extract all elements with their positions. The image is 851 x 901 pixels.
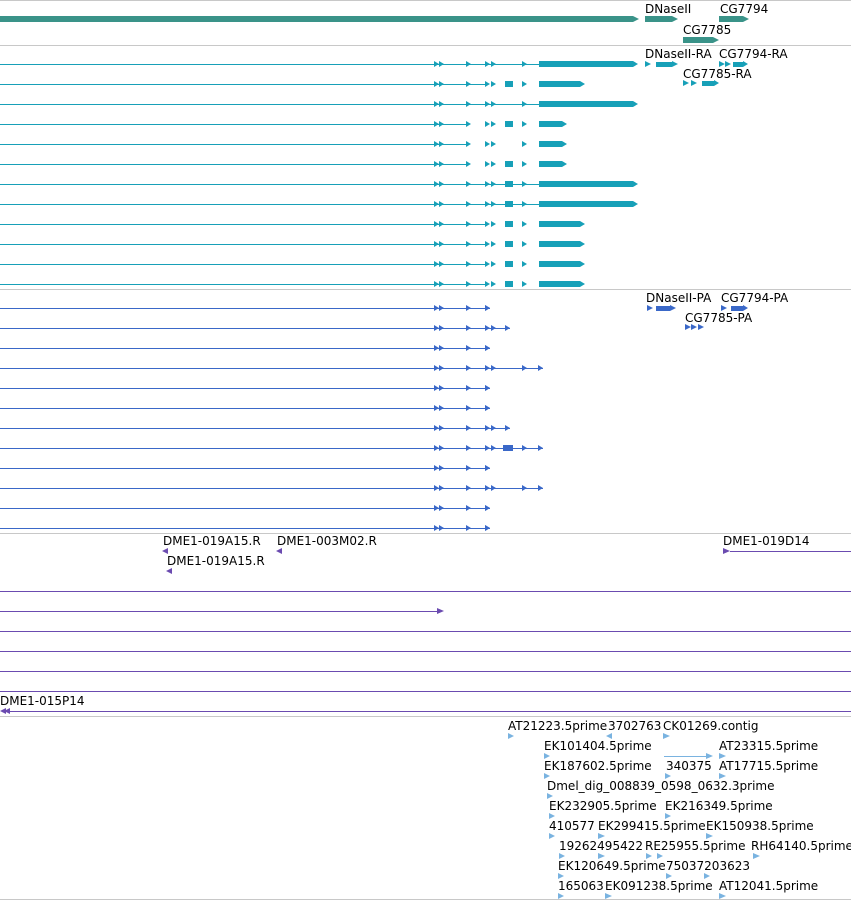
est-label-ek120649: EK120649.5prime [558, 859, 666, 873]
est-label-ek150938: EK150938.5prime [706, 819, 814, 833]
clone-label-dme1-003m02-r: DME1-003M02.R [277, 534, 377, 548]
est-track[interactable]: AT21223.5prime 3702763 CK01269.contig EK… [508, 719, 851, 899]
est-label-at21223: AT21223.5prime [508, 719, 607, 733]
clone-feature-dme1-003m02-r[interactable] [276, 548, 282, 554]
cds-row[interactable] [0, 485, 543, 491]
cds-row[interactable] [0, 425, 510, 431]
mrna-row[interactable] [0, 101, 638, 107]
cds-row[interactable] [0, 325, 510, 331]
mrna-row[interactable] [0, 281, 585, 287]
cds-track[interactable]: DNaseII-PA CG7794-PA CG7785-PA [0, 291, 789, 531]
gene-label-dnaseii: DNaseII [645, 2, 691, 16]
clone-label-dme1-019d14: DME1-019D14 [723, 534, 810, 548]
est-label-75037203623: 75037203623 [666, 859, 750, 873]
mrna-feature-cg7785-ra[interactable] [683, 80, 719, 86]
est-label-at23315: AT23315.5prime [719, 739, 818, 753]
mrna-row[interactable] [0, 241, 585, 247]
est-label-19262495422: 19262495422 [559, 839, 643, 853]
est-label-ek101404: EK101404.5prime [544, 739, 652, 753]
cds-label-cg7794-pa: CG7794-PA [721, 291, 789, 305]
mrna-row[interactable] [0, 181, 638, 187]
mrna-row[interactable] [0, 161, 567, 167]
est-label-re25955: RE25955.5prime [645, 839, 746, 853]
est-label-ek216349: EK216349.5prime [665, 799, 773, 813]
cds-row[interactable] [0, 505, 490, 511]
est-label-ek091238: EK091238.5prime [605, 879, 713, 893]
cds-row[interactable] [0, 445, 543, 451]
mrna-track[interactable]: DNaseII-RA CG7794-RA CG7785-RA [0, 47, 788, 287]
cds-row[interactable] [0, 305, 490, 311]
clone-feature-dme1-015p14[interactable] [0, 708, 851, 714]
cds-row[interactable] [0, 385, 490, 391]
clone-feature-dme1-019d14[interactable] [723, 548, 851, 554]
mrna-feature-cg7794-ra[interactable] [719, 61, 748, 67]
cds-row[interactable] [0, 465, 490, 471]
est-label-ek187602: EK187602.5prime [544, 759, 652, 773]
mrna-transcript-rows[interactable] [0, 61, 638, 287]
cds-row[interactable] [0, 345, 490, 351]
cds-feature-dnaseii-pa[interactable] [647, 305, 676, 311]
cds-row[interactable] [0, 365, 543, 371]
cds-feature-cg7785-pa[interactable] [685, 324, 704, 330]
cds-row[interactable] [0, 525, 490, 531]
cds-label-cg7785-pa: CG7785-PA [685, 311, 753, 325]
mrna-row[interactable] [0, 121, 567, 127]
est-label-at17715: AT17715.5prime [719, 759, 818, 773]
est-label-165063: 165063 [558, 879, 604, 893]
clone-label-dme1-015p14: DME1-015P14 [0, 694, 85, 708]
gene-feature-dnaseii[interactable] [0, 16, 678, 22]
clone-span-lines[interactable] [0, 591, 851, 692]
clone-label-dme1-019a15-r-2: DME1-019A15.R [167, 554, 265, 568]
est-label-ek299415: EK299415.5prime [598, 819, 706, 833]
clone-feature-dme1-019a15-r-1[interactable] [162, 548, 168, 554]
clone-track[interactable]: DME1-019A15.R DME1-003M02.R DME1-019A15.… [0, 534, 851, 714]
est-label-410577: 410577 [549, 819, 595, 833]
cds-label-dnaseii-pa: DNaseII-PA [646, 291, 712, 305]
gene-label-cg7794: CG7794 [720, 2, 768, 16]
mrna-row[interactable] [0, 261, 585, 267]
est-label-340375: 340375 [666, 759, 712, 773]
clone-arrow [437, 608, 444, 614]
gene-track[interactable]: DNaseII CG7794 CG7785 [0, 2, 768, 43]
mrna-row[interactable] [0, 141, 567, 147]
gene-feature-cg7794[interactable] [719, 16, 749, 22]
mrna-feature-dnaseii-ra[interactable] [645, 61, 678, 67]
clone-label-dme1-019a15-r-1: DME1-019A15.R [163, 534, 261, 548]
est-label-ck01269: CK01269.contig [663, 719, 758, 733]
cds-row[interactable] [0, 405, 490, 411]
est-label-ek232905: EK232905.5prime [549, 799, 657, 813]
est-label-rh64140: RH64140.5prime [751, 839, 851, 853]
cds-protein-rows[interactable] [0, 305, 543, 531]
cds-feature-cg7794-pa[interactable] [721, 305, 748, 311]
mrna-row[interactable] [0, 221, 585, 227]
mrna-row[interactable] [0, 201, 638, 207]
gene-label-cg7785: CG7785 [683, 23, 731, 37]
gene-feature-cg7785[interactable] [683, 37, 719, 43]
clone-feature-dme1-019a15-r-2[interactable] [166, 568, 172, 574]
mrna-label-dnaseii-ra: DNaseII-RA [645, 47, 712, 61]
mrna-label-cg7785-ra: CG7785-RA [683, 67, 752, 81]
est-markers[interactable] [508, 733, 760, 899]
est-label-dmel-dig: Dmel_dig_008839_0598_0632.3prime [547, 779, 775, 793]
est-label-at12041: AT12041.5prime [719, 879, 818, 893]
est-label-3702763: 3702763 [608, 719, 661, 733]
mrna-label-cg7794-ra: CG7794-RA [719, 47, 788, 61]
mrna-row[interactable] [0, 61, 638, 67]
mrna-row[interactable] [0, 81, 585, 87]
